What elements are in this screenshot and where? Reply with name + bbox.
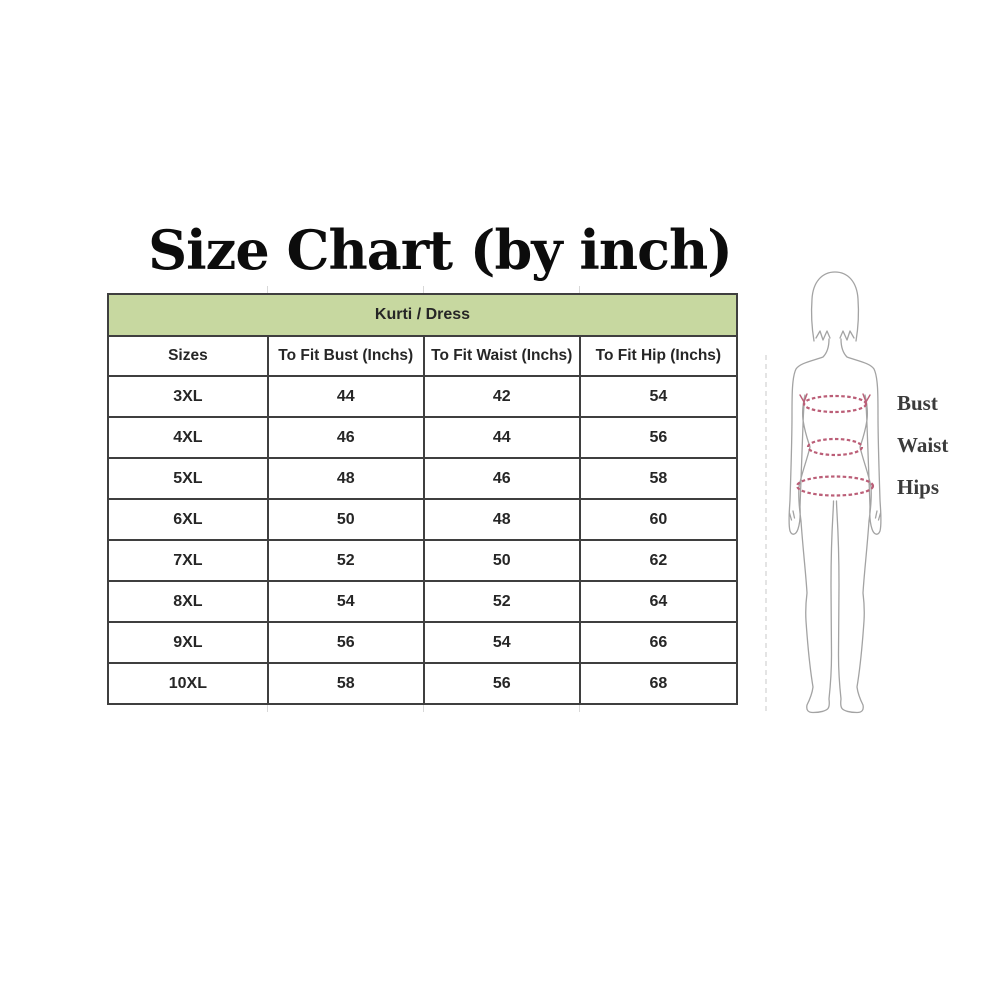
waist-tape-icon bbox=[806, 437, 864, 457]
gridline-tick bbox=[267, 286, 268, 293]
waist-cell: 54 bbox=[422, 621, 581, 664]
waist-cell: 48 bbox=[422, 498, 581, 541]
size-chart-table: Kurti / Dress Sizes To Fit Bust (Inchs) … bbox=[107, 293, 739, 705]
waist-cell: 52 bbox=[422, 580, 581, 623]
column-header-waist: To Fit Waist (Inchs) bbox=[422, 335, 581, 377]
waist-cell: 44 bbox=[422, 416, 581, 459]
table-row: 9XL 56 54 66 bbox=[107, 621, 739, 664]
bust-tape-icon bbox=[802, 394, 868, 414]
hip-cell: 64 bbox=[578, 580, 739, 623]
size-cell: 5XL bbox=[107, 457, 269, 500]
gridline-tick bbox=[579, 286, 580, 293]
table-row: 6XL 50 48 60 bbox=[107, 498, 739, 541]
waist-cell: 50 bbox=[422, 539, 581, 582]
column-header-row: Sizes To Fit Bust (Inchs) To Fit Waist (… bbox=[107, 335, 739, 377]
size-cell: 7XL bbox=[107, 539, 269, 582]
table-row: 10XL 58 56 68 bbox=[107, 662, 739, 705]
size-cell: 10XL bbox=[107, 662, 269, 705]
size-cell: 6XL bbox=[107, 498, 269, 541]
table-group-header: Kurti / Dress bbox=[107, 293, 738, 337]
table-row: 5XL 48 46 58 bbox=[107, 457, 739, 500]
table-row: 4XL 46 44 56 bbox=[107, 416, 739, 459]
body-silhouette bbox=[788, 338, 835, 714]
hip-cell: 68 bbox=[578, 662, 739, 705]
gridline-tick bbox=[267, 705, 268, 712]
gridline-tick bbox=[579, 705, 580, 712]
column-header-sizes: Sizes bbox=[107, 335, 269, 377]
gridline-tick bbox=[423, 286, 424, 293]
page-title: Size Chart (by inch) bbox=[148, 218, 733, 282]
size-cell: 3XL bbox=[107, 375, 269, 418]
table-row: 8XL 54 52 64 bbox=[107, 580, 739, 623]
bust-cell: 44 bbox=[266, 375, 425, 418]
hair-tips-left-icon bbox=[815, 330, 831, 341]
measurement-figure bbox=[765, 271, 882, 714]
hip-cell: 58 bbox=[578, 457, 739, 500]
bust-cell: 52 bbox=[266, 539, 425, 582]
size-cell: 8XL bbox=[107, 580, 269, 623]
hip-cell: 66 bbox=[578, 621, 739, 664]
size-cell: 9XL bbox=[107, 621, 269, 664]
tape-bow-right-icon bbox=[862, 393, 871, 403]
column-header-bust: To Fit Bust (Inchs) bbox=[266, 335, 425, 377]
bust-label: Bust bbox=[897, 391, 938, 415]
hip-cell: 56 bbox=[578, 416, 739, 459]
hip-cell: 60 bbox=[578, 498, 739, 541]
hips-label: Hips bbox=[897, 475, 940, 499]
waist-cell: 56 bbox=[422, 662, 581, 705]
hip-cell: 62 bbox=[578, 539, 739, 582]
table-row: 3XL 44 42 54 bbox=[107, 375, 739, 418]
bust-cell: 50 bbox=[266, 498, 425, 541]
gridline-tick bbox=[423, 705, 424, 712]
waist-cell: 46 bbox=[422, 457, 581, 500]
hip-cell: 54 bbox=[578, 375, 739, 418]
waist-cell: 42 bbox=[422, 375, 581, 418]
bust-cell: 58 bbox=[266, 662, 425, 705]
hips-tape-icon bbox=[795, 475, 875, 497]
waist-label: Waist bbox=[897, 433, 949, 457]
bust-cell: 46 bbox=[266, 416, 425, 459]
tape-bow-left-icon bbox=[799, 393, 808, 403]
group-header-row: Kurti / Dress bbox=[107, 293, 738, 337]
hair-tips-right-icon bbox=[839, 330, 855, 341]
hair-outline bbox=[810, 271, 860, 342]
bust-cell: 56 bbox=[266, 621, 425, 664]
bust-cell: 54 bbox=[266, 580, 425, 623]
bust-cell: 48 bbox=[266, 457, 425, 500]
column-header-hip: To Fit Hip (Inchs) bbox=[578, 335, 739, 377]
size-cell: 4XL bbox=[107, 416, 269, 459]
table-row: 7XL 52 50 62 bbox=[107, 539, 739, 582]
